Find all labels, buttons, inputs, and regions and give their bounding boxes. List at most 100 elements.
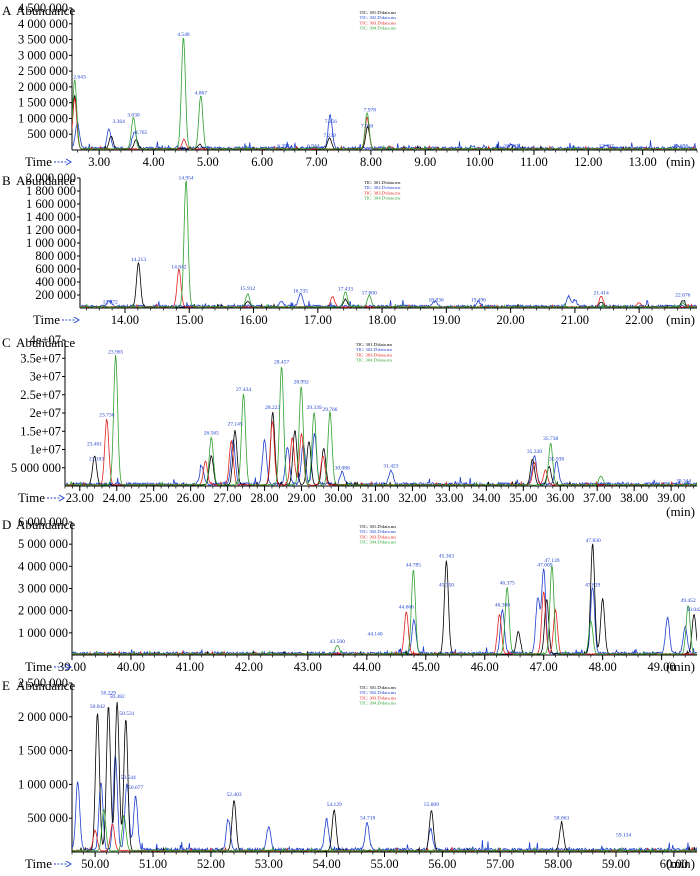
x-tick-label: 59.00: [602, 857, 630, 871]
series-trace: [65, 411, 697, 486]
peak-label: 46.375: [500, 580, 515, 586]
peak-label: 13.696: [673, 143, 688, 149]
peak-label: 4.867: [195, 90, 208, 96]
x-tick-label: 47.00: [530, 660, 558, 674]
peak-label: 47.830: [586, 538, 601, 544]
legend-entry: TIC: 301.D\data.ms: [364, 180, 401, 185]
x-tick-label: 28.00: [251, 491, 279, 505]
y-tick-label: 3 000 000: [18, 582, 68, 596]
peak-label: 23.736: [99, 412, 114, 418]
legend-entry: TIC: 303.D\data.ms: [360, 534, 397, 539]
peak-label: 28.223: [265, 405, 280, 411]
x-tick-label: 20.00: [497, 313, 525, 327]
x-tick-label: 46.00: [471, 660, 499, 674]
y-tick-label: 1.5e+07: [20, 424, 61, 438]
x-tick-label: 37.00: [583, 491, 611, 505]
series-trace: [72, 543, 697, 655]
y-tick-label: 1e+07: [30, 443, 61, 457]
y-tick-label: 1 400 000: [26, 210, 76, 224]
peak-label: 13.772: [103, 299, 118, 305]
x-tick-label: 32.00: [398, 491, 426, 505]
x-tick-label: 60.00: [660, 857, 688, 871]
x-tick-label: 17.00: [304, 313, 332, 327]
series-trace: [72, 701, 697, 852]
legend-entry: TIC: 304.D\data.ms: [364, 196, 401, 201]
peak-label: 3.765: [135, 130, 148, 136]
peak-label: 7.978: [364, 108, 377, 114]
peak-label: 50.042: [90, 704, 105, 710]
series-trace: [72, 808, 697, 852]
x-tick-label: 22.00: [625, 313, 653, 327]
y-tick-label: 2 500 000: [18, 676, 68, 690]
peak-label: 28.992: [294, 380, 309, 386]
y-tick-label: 1 000 000: [18, 111, 68, 125]
peak-label: 6.394: [277, 143, 290, 149]
peak-label: 3.364: [113, 119, 126, 125]
peak-label: 58.063: [554, 816, 569, 822]
peak-label: 50.042: [686, 607, 700, 613]
y-tick-label: 1 000 000: [18, 626, 68, 640]
x-axis-label: Time: [33, 312, 60, 327]
x-unit-label: (min): [666, 312, 695, 327]
peak-label: 59.134: [616, 832, 631, 838]
peak-label: 35.738: [543, 436, 558, 442]
x-tick-label: 41.00: [176, 660, 204, 674]
y-tick-label: 3 000 000: [18, 48, 68, 62]
x-tick-label: 30.00: [324, 491, 352, 505]
y-axis-label: Abundance: [16, 517, 75, 532]
x-tick-label: 39.00: [657, 491, 685, 505]
x-tick-label: 19.00: [432, 313, 460, 327]
x-tick-label: 9.00: [414, 155, 436, 169]
legend-entry: TIC: 304.D\data.ms: [360, 701, 397, 706]
legend-entry: TIC: 302.D\data.ms: [364, 185, 401, 190]
y-tick-label: 600 000: [35, 262, 76, 276]
series-trace: [72, 565, 697, 655]
x-tick-label: 18.00: [368, 313, 396, 327]
peak-label: 30.086: [335, 465, 350, 471]
y-tick-label: 3 500 000: [18, 33, 68, 47]
peak-label: 31.423: [383, 464, 398, 470]
x-axis-label: Time: [18, 490, 45, 505]
series-trace: [72, 94, 697, 150]
x-tick-label: 21.00: [561, 313, 589, 327]
legend-entry: TIC: 302.D\data.ms: [360, 15, 397, 20]
series-trace: [80, 268, 697, 308]
legend-entry: TIC: 301.D\data.ms: [356, 342, 393, 347]
peak-label: 14.842: [171, 264, 186, 270]
x-axis-label: Time: [25, 659, 52, 674]
x-unit-label: (min): [666, 504, 695, 519]
panel-letter: E: [2, 678, 10, 693]
peak-label: 50.677: [128, 785, 143, 791]
x-tick-label: 4.00: [143, 155, 165, 169]
x-unit-label: (min): [666, 659, 695, 674]
x-tick-label: 50.00: [81, 857, 109, 871]
y-tick-label: 2 000 000: [18, 710, 68, 724]
peak-label: 15.912: [240, 286, 255, 292]
legend-entry: TIC: 304.D\data.ms: [356, 358, 393, 363]
peak-label: 16.735: [293, 288, 308, 294]
peak-label: 50.229: [101, 691, 116, 697]
x-tick-label: 42.00: [235, 660, 263, 674]
y-tick-label: 1 800 000: [26, 184, 76, 198]
panel-letter: C: [2, 335, 11, 350]
peak-label: 54.718: [360, 816, 375, 822]
peak-label: 50.544: [121, 775, 136, 781]
y-tick-label: 400 000: [35, 275, 76, 289]
legend-entry: TIC: 303.D\data.ms: [356, 352, 393, 357]
x-axis-label: Time: [25, 856, 52, 871]
legend-entry: TIC: 302.D\data.ms: [360, 690, 397, 695]
y-tick-label: 1 600 000: [26, 197, 76, 211]
peak-label: 35.938: [549, 456, 564, 462]
y-tick-label: 3e+07: [30, 370, 61, 384]
x-tick-label: 13.00: [629, 155, 657, 169]
legend-entry: TIC: 302.D\data.ms: [356, 347, 393, 352]
y-axis-label: Abundance: [16, 335, 75, 350]
x-tick-label: 27.00: [214, 491, 242, 505]
y-tick-label: 1 500 000: [18, 744, 68, 758]
panel-letter: B: [2, 173, 11, 188]
peak-label: 44.785: [406, 563, 421, 569]
